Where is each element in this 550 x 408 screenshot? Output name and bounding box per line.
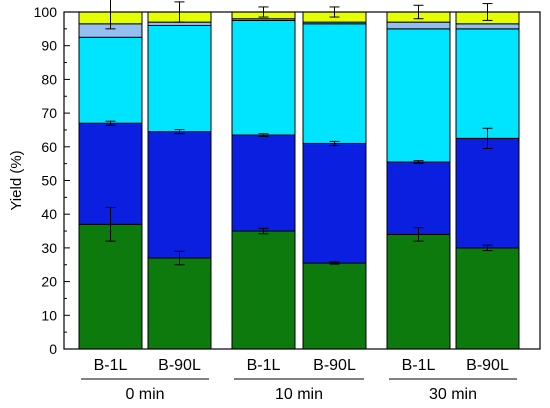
x-tick-label: B-90L	[466, 357, 509, 374]
bar-segment	[302, 262, 367, 350]
bar-segment	[78, 223, 143, 350]
bar-segment	[302, 142, 367, 264]
group-label: 0 min	[125, 386, 164, 403]
bar-segment	[147, 131, 212, 259]
bar-segment	[147, 21, 212, 26]
axes: 0 10 20 30 40 50 60 70 80 90 100	[34, 4, 488, 357]
plot-border	[63, 11, 541, 350]
bar-segment	[231, 230, 296, 350]
y-tick-label: 0	[49, 341, 57, 357]
y-tick-label: 100	[34, 4, 58, 20]
bar-segment	[147, 257, 212, 350]
y-tick-label: 60	[41, 139, 57, 155]
y-tick-label: 30	[41, 240, 57, 256]
y-tick-label: 50	[41, 173, 57, 189]
bar-segment	[386, 28, 451, 163]
bar-segment	[386, 21, 451, 30]
bar-segment	[455, 137, 520, 249]
y-tick-label: 10	[41, 307, 57, 323]
group-label: 10 min	[275, 386, 323, 403]
bar-segment	[78, 36, 143, 124]
y-tick-label: 90	[41, 38, 57, 54]
y-axis-label: Yield (%)	[8, 150, 25, 210]
x-tick-label: B-90L	[158, 357, 201, 374]
y-tick-label: 70	[41, 105, 57, 121]
bar-segment	[386, 161, 451, 235]
plot-frame	[63, 11, 541, 350]
y-tick-label: 20	[41, 274, 57, 290]
error-bars	[105, 0, 493, 266]
y-tick-label: 80	[41, 71, 57, 87]
bar-segment	[147, 24, 212, 133]
group-label: 30 min	[429, 386, 477, 403]
x-tick-label: B-1L	[402, 357, 436, 374]
bar-segment	[302, 23, 367, 144]
x-tick-label: B-1L	[94, 357, 128, 374]
x-tick-label: B-90L	[313, 357, 356, 374]
bar-segment	[455, 28, 520, 139]
x-tick-label: B-1L	[247, 357, 281, 374]
bar-segment	[386, 233, 451, 350]
labels: B-1L B-90L B-1L B-90L B-1L B-90L 0 min 10 min 30…	[81, 357, 517, 403]
bar-segment	[231, 19, 296, 136]
bars	[78, 11, 520, 350]
bar-segment	[455, 247, 520, 350]
bar-segment	[231, 134, 296, 232]
bar-segment	[455, 23, 520, 30]
y-tick-label: 40	[41, 206, 57, 222]
